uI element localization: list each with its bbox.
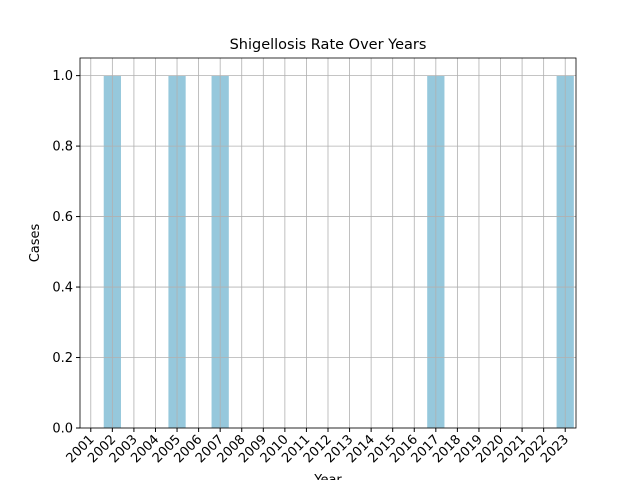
chart-title: Shigellosis Rate Over Years bbox=[230, 37, 427, 53]
y-tick-label: 1.0 bbox=[52, 69, 73, 84]
y-axis-label: Cases bbox=[28, 223, 43, 262]
y-tick-label: 0.0 bbox=[52, 422, 73, 437]
y-tick-label: 0.6 bbox=[52, 210, 73, 225]
y-tick-label: 0.8 bbox=[52, 140, 73, 155]
x-axis-label: Year bbox=[313, 473, 342, 480]
y-tick-label: 0.4 bbox=[52, 281, 73, 296]
plot-frame bbox=[79, 57, 577, 429]
y-tick-label: 0.2 bbox=[52, 351, 73, 366]
